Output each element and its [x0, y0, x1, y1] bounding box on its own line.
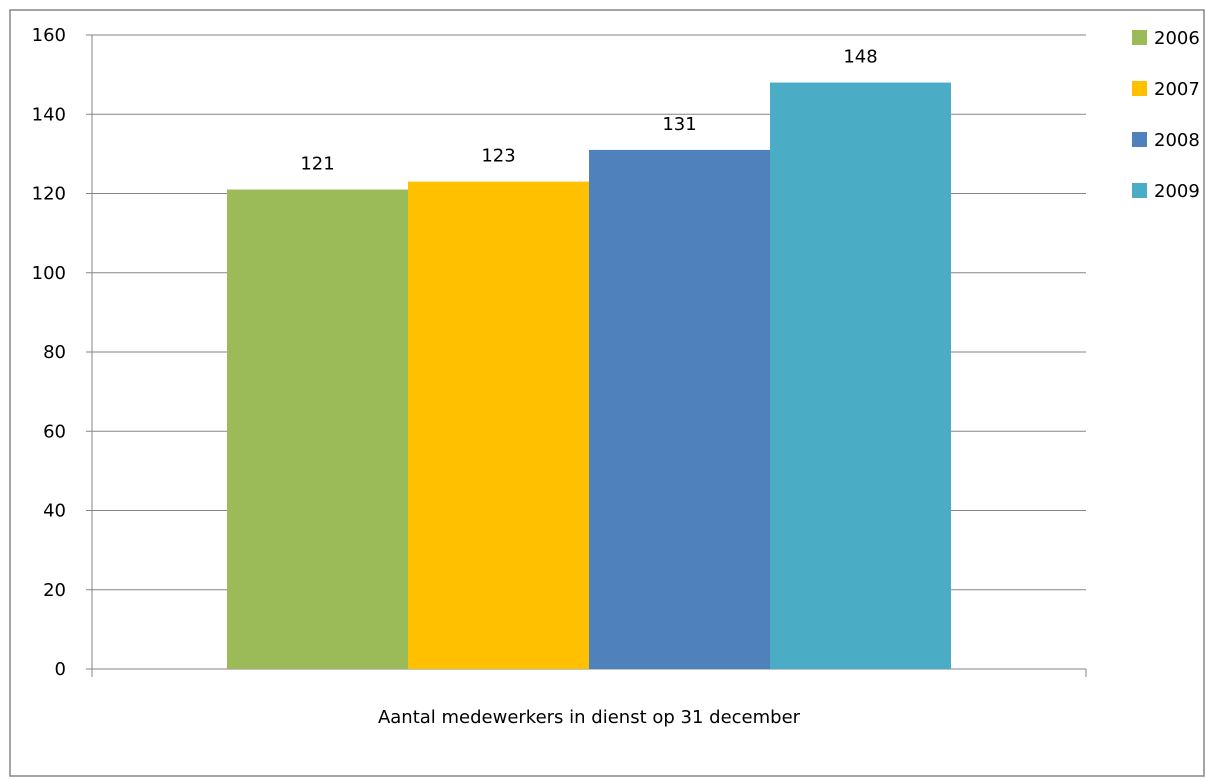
- bars: [227, 82, 951, 670]
- bar-2008: [589, 149, 770, 670]
- y-tick-label: 100: [32, 263, 66, 284]
- legend-label-2009: 2009: [1154, 181, 1200, 202]
- legend-swatch-2006: [1132, 30, 1147, 45]
- y-tick-label: 40: [43, 501, 66, 522]
- legend-label-2006: 2006: [1154, 28, 1200, 49]
- bar-2009: [770, 82, 951, 670]
- axes: 0 20 40 60 80 100 120 140 160 Aantal medewerkers …: [32, 25, 1087, 728]
- legend-swatch-2009: [1132, 183, 1147, 198]
- x-category-label: Aantal medewerkers in dienst op 31 decem…: [378, 707, 801, 728]
- legend-swatch-2008: [1132, 132, 1147, 147]
- y-tick-label: 160: [32, 25, 66, 46]
- y-tick-label: 140: [32, 104, 66, 125]
- data-label-2009: 148: [843, 47, 877, 68]
- data-labels: 121 123 131 148: [300, 47, 877, 175]
- y-tick-label: 80: [43, 342, 66, 363]
- bar-2006: [227, 189, 408, 669]
- y-tick-label: 60: [43, 421, 66, 442]
- legend-label-2008: 2008: [1154, 130, 1200, 151]
- data-label-2007: 123: [481, 146, 515, 167]
- legend: 2006 2007 2008 2009: [1132, 28, 1200, 202]
- legend-swatch-2007: [1132, 81, 1147, 96]
- y-tick-label: 120: [32, 184, 66, 205]
- data-label-2006: 121: [300, 154, 334, 175]
- y-tick-label: 20: [43, 580, 66, 601]
- bar-2007: [408, 181, 589, 670]
- data-label-2008: 131: [662, 114, 696, 135]
- legend-label-2007: 2007: [1154, 79, 1200, 100]
- y-tick-label: 0: [55, 659, 66, 680]
